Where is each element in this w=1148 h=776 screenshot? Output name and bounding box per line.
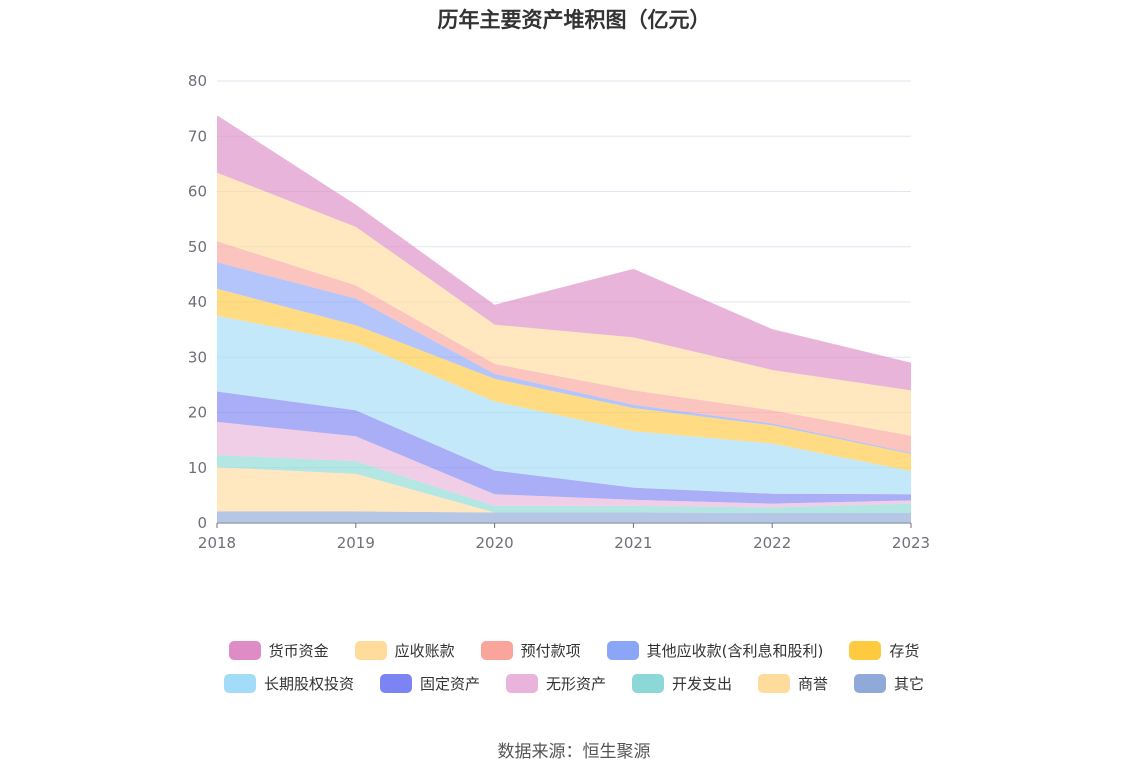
- area-存货: [217, 288, 911, 472]
- legend-item[interactable]: 货币资金: [228, 640, 329, 661]
- y-tick-label: 40: [188, 293, 207, 311]
- y-tick-label: 50: [188, 238, 207, 256]
- legend: 货币资金 应收账款 预付款项 其他应收款(含利息和股利) 存货: [0, 640, 1148, 661]
- legend-swatch: [849, 641, 882, 660]
- legend-swatch: [228, 641, 261, 660]
- legend-item[interactable]: 开发支出: [632, 673, 732, 694]
- y-tick-label: 70: [188, 127, 207, 145]
- legend-item[interactable]: 固定资产: [379, 673, 480, 694]
- axes: 0 10 20 30 40 50 60 70 80 2018 2019 2020 2021 2022 202…: [188, 72, 930, 552]
- legend: 长期股权投资 固定资产 无形资产 开发支出 商誉 其它: [0, 673, 1148, 694]
- legend-swatch: [632, 674, 664, 693]
- legend-swatch: [854, 674, 887, 693]
- area-商誉: [217, 467, 911, 514]
- area-无形资产: [217, 421, 911, 508]
- y-tick-label: 20: [188, 404, 207, 422]
- chart-title: 历年主要资产堆积图（亿元）: [437, 8, 711, 32]
- legend-item[interactable]: 商誉: [758, 673, 828, 694]
- legend-label: 应收账款: [394, 642, 455, 660]
- x-tick-label: 2023: [892, 534, 930, 552]
- legend-swatch: [480, 641, 513, 660]
- data-source: 数据来源：恒生聚源: [497, 742, 651, 762]
- x-tick-label: 2019: [337, 534, 375, 552]
- x-tick-label: 2018: [198, 534, 236, 552]
- area-其它: [217, 511, 911, 523]
- x-tick-label: 2022: [753, 534, 791, 552]
- legend-label: 其他应收款(含利息和股利): [646, 642, 824, 660]
- area-应收账款: [217, 172, 911, 436]
- legend-item[interactable]: 存货: [849, 640, 919, 661]
- area-货币资金: [217, 115, 911, 391]
- area-series: [217, 115, 911, 523]
- legend-swatch: [758, 674, 791, 693]
- x-tick-label: 2020: [476, 534, 514, 552]
- area-长期股权投资: [217, 315, 911, 495]
- legend-label: 无形资产: [545, 675, 606, 693]
- legend-item[interactable]: 预付款项: [480, 640, 581, 661]
- y-tick-label: 80: [188, 72, 207, 90]
- area-开发支出: [217, 455, 911, 514]
- legend-label: 固定资产: [419, 675, 480, 693]
- legend-item[interactable]: 应收账款: [354, 640, 455, 661]
- y-tick-label: 10: [188, 459, 207, 477]
- legend-item[interactable]: 其它: [854, 673, 924, 694]
- legend-label: 开发支出: [672, 675, 733, 693]
- legend-swatch: [223, 674, 256, 693]
- legend-item[interactable]: 其他应收款(含利息和股利): [606, 640, 824, 661]
- y-tick-label: 0: [197, 514, 207, 532]
- legend-label: 预付款项: [520, 642, 581, 660]
- legend-swatch: [505, 674, 538, 693]
- area-其他应收款(含利息和股利): [217, 262, 911, 454]
- legend-swatch: [606, 641, 639, 660]
- y-tick-label: 30: [188, 348, 207, 366]
- legend-label: 其它: [894, 675, 925, 693]
- legend-label: 存货: [889, 642, 920, 660]
- legend-swatch: [354, 641, 387, 660]
- legend-item[interactable]: 无形资产: [505, 673, 606, 694]
- legend-swatch: [379, 674, 412, 693]
- area-预付款项: [217, 241, 911, 453]
- legend-item[interactable]: 长期股权投资: [223, 673, 354, 694]
- y-tick-label: 60: [188, 183, 207, 201]
- area-固定资产: [217, 391, 911, 504]
- legend-label: 货币资金: [268, 642, 329, 660]
- stacked-area-chart: 0 10 20 30 40 50 60 70 80 2018 2019 2020 2021 2022 202…: [188, 72, 930, 552]
- legend-label: 长期股权投资: [263, 675, 354, 693]
- legend-label: 商誉: [798, 675, 829, 693]
- x-tick-label: 2021: [614, 534, 652, 552]
